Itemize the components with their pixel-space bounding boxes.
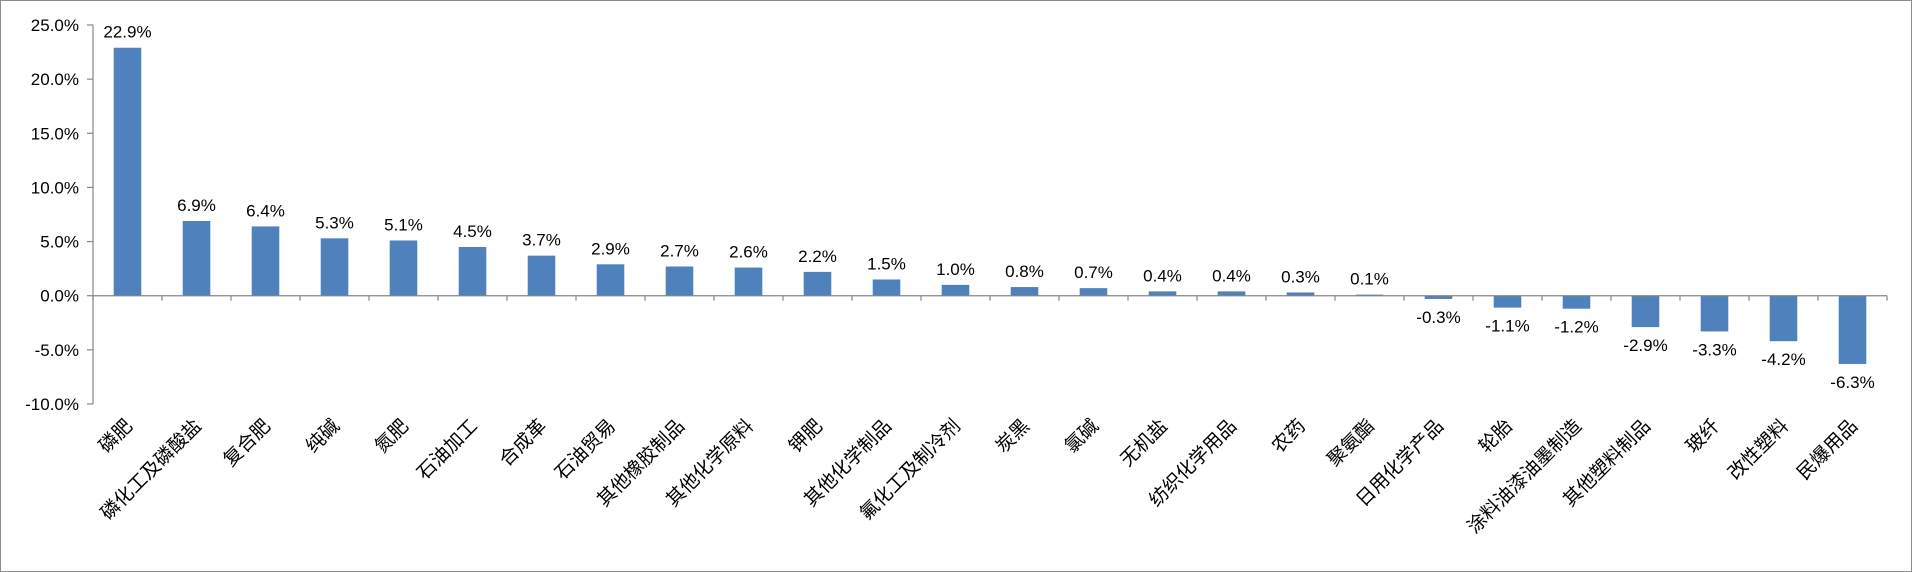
category-label: 钾肥 <box>785 415 827 457</box>
bar <box>1079 288 1108 296</box>
y-tick-label: 20.0% <box>31 70 79 89</box>
category-label: 玻纤 <box>1682 415 1724 457</box>
bar <box>596 264 625 296</box>
y-tick-label: -5.0% <box>35 341 79 360</box>
data-label: 1.0% <box>936 260 975 279</box>
bar <box>389 240 418 296</box>
bar <box>1631 295 1660 328</box>
bar <box>734 267 763 296</box>
data-label: 5.1% <box>384 215 423 234</box>
category-label: 改性塑料 <box>1724 415 1793 484</box>
bar <box>1010 287 1039 296</box>
category-label: 涂料油漆油墨制造 <box>1463 415 1586 538</box>
bar <box>182 220 211 296</box>
data-label: 0.3% <box>1281 267 1320 286</box>
bar <box>527 255 556 296</box>
bar <box>803 271 832 296</box>
data-label: -1.1% <box>1485 317 1529 336</box>
data-label: -4.2% <box>1761 350 1805 369</box>
bar <box>941 284 970 296</box>
category-label: 磷肥 <box>95 415 137 457</box>
category-label: 氮肥 <box>371 415 413 457</box>
data-label: 0.4% <box>1143 266 1182 285</box>
category-label: 轮胎 <box>1475 415 1517 457</box>
data-label: 6.4% <box>246 201 285 220</box>
x-axis <box>92 295 1888 301</box>
data-label: 4.5% <box>453 222 492 241</box>
category-label: 无机盐 <box>1116 415 1172 471</box>
data-label: 0.4% <box>1212 266 1251 285</box>
bar <box>1838 295 1867 364</box>
data-label: 0.1% <box>1350 270 1389 289</box>
data-label: 1.5% <box>867 254 906 273</box>
y-tick-label: -10.0% <box>25 395 79 414</box>
data-label: 22.9% <box>103 23 151 42</box>
category-label: 石油贸易 <box>551 415 620 484</box>
category-label: 炭黑 <box>992 415 1034 457</box>
category-label: 农药 <box>1268 415 1310 457</box>
category-label: 氯碱 <box>1061 415 1103 457</box>
bar <box>1769 295 1798 342</box>
category-label: 复合肥 <box>219 415 275 471</box>
data-label: 2.6% <box>729 243 768 262</box>
data-label: 3.7% <box>522 231 561 250</box>
data-label: 6.9% <box>177 196 216 215</box>
y-tick-label: 5.0% <box>40 233 79 252</box>
bar <box>1700 295 1729 332</box>
bar <box>251 226 280 296</box>
data-label: 5.3% <box>315 213 354 232</box>
data-label: -0.3% <box>1416 308 1460 327</box>
bar <box>320 238 349 296</box>
data-label: 2.2% <box>798 247 837 266</box>
bar <box>458 246 487 296</box>
bar <box>872 279 901 296</box>
category-label: 聚氨酯 <box>1323 415 1379 471</box>
bar <box>1148 291 1177 296</box>
data-label: 0.7% <box>1074 263 1113 282</box>
bar <box>1286 292 1315 296</box>
category-label: 合成革 <box>495 415 551 471</box>
data-label: -1.2% <box>1554 318 1598 337</box>
y-tick-label: 0.0% <box>40 287 79 306</box>
category-label: 民爆用品 <box>1793 415 1862 484</box>
bars <box>113 47 1867 364</box>
bar <box>1424 295 1453 299</box>
data-label: 2.9% <box>591 239 630 258</box>
data-label: -6.3% <box>1830 373 1874 392</box>
data-label: 0.8% <box>1005 262 1044 281</box>
y-tick-label: 10.0% <box>31 178 79 197</box>
data-label: 2.7% <box>660 241 699 260</box>
data-label: -2.9% <box>1623 336 1667 355</box>
bar <box>665 266 694 296</box>
category-label: 石油加工 <box>413 415 482 484</box>
category-label: 纯碱 <box>302 415 344 457</box>
bar <box>1217 291 1246 296</box>
y-tick-label: 15.0% <box>31 124 79 143</box>
data-labels: 22.9% 6.9% 6.4% 5.3% 5.1% 4.5% 3.7% 2.9% 2.7% 2.6… <box>103 23 1874 392</box>
category-labels: 磷肥磷化工及磷酸盐 复合肥 纯碱 氮肥 石油加工 合成革 石油贸易其他橡胶制品其他化学原料钾… <box>95 415 1862 538</box>
y-tick-label: 25.0% <box>31 16 79 35</box>
data-label: -3.3% <box>1692 340 1736 359</box>
y-axis: 25.0% 20.0% 15.0% 10.0% 5.0% 0.0% -5.0% -10.0% <box>25 16 94 414</box>
bar <box>1493 295 1522 308</box>
bar <box>113 47 142 296</box>
bar <box>1562 295 1591 309</box>
